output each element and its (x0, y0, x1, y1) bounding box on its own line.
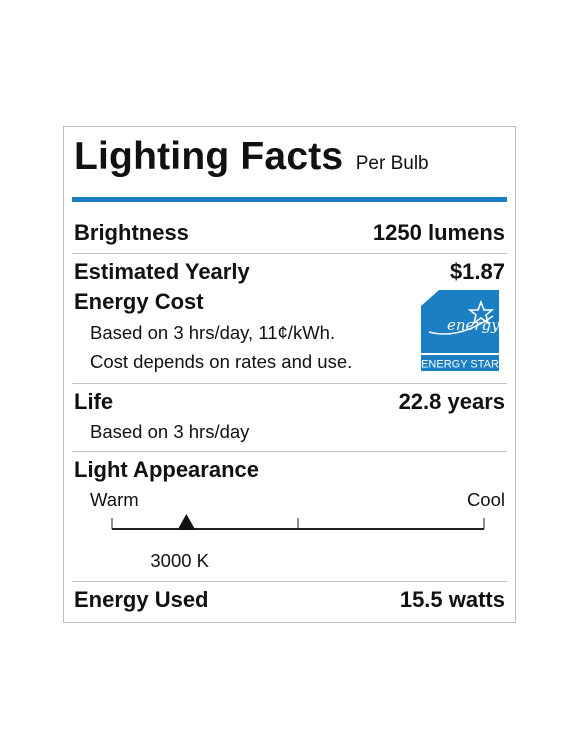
energy-star-logo: energy ENERGY STAR (421, 290, 500, 371)
brightness-value: 1250 lumens (372, 220, 505, 245)
scale-marker (177, 514, 196, 530)
divider (72, 451, 507, 452)
color-temperature-value: 3000 K (150, 550, 210, 571)
label-title: Lighting Facts (74, 135, 344, 178)
lighting-facts-label: Lighting Facts Per Bulb Brightness 1250 … (63, 126, 516, 623)
label-subtitle: Per Bulb (355, 153, 429, 174)
light-appearance-label: Light Appearance (74, 457, 259, 482)
life-label: Life (74, 389, 114, 414)
warm-label: Warm (90, 489, 139, 510)
star-icon (467, 299, 495, 325)
energy-star-caption: ENERGY STAR (421, 359, 499, 371)
energy-cost-label-line2: Energy Cost (74, 289, 204, 314)
divider (72, 253, 507, 254)
color-temperature-scale (111, 514, 485, 530)
energy-star-script: energy (447, 316, 500, 334)
divider (72, 581, 507, 582)
divider (72, 383, 507, 384)
energy-cost-note-line2: Cost depends on rates and use. (90, 351, 353, 372)
life-value: 22.8 years (398, 389, 505, 414)
cool-label: Cool (466, 489, 505, 510)
energy-cost-label-line1: Estimated Yearly (74, 259, 250, 284)
title-accent-bar (72, 197, 507, 202)
life-note: Based on 3 hrs/day (90, 421, 250, 442)
brightness-label: Brightness (74, 220, 189, 245)
energy-used-label: Energy Used (74, 587, 209, 612)
label-header: Lighting Facts Per Bulb (74, 135, 506, 195)
energy-cost-note-line1: Based on 3 hrs/day, 11¢/kWh. (90, 322, 336, 343)
energy-used-value: 15.5 watts (399, 587, 505, 612)
energy-cost-value: $1.87 (449, 259, 505, 284)
